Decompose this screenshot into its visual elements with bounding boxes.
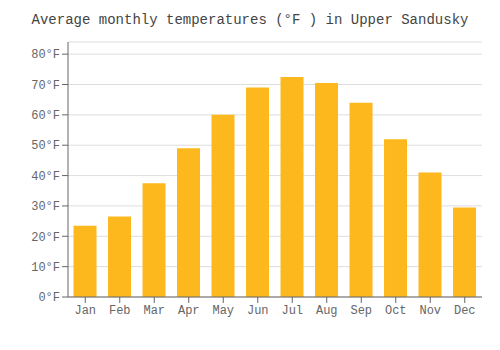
svg-text:50°F: 50°F [31,139,60,153]
svg-text:May: May [212,304,234,318]
svg-text:Aug: Aug [316,304,338,318]
svg-text:40°F: 40°F [31,170,60,184]
svg-text:Jun: Jun [247,304,269,318]
svg-text:Apr: Apr [178,304,200,318]
svg-text:0°F: 0°F [38,291,60,305]
svg-text:Mar: Mar [143,304,165,318]
svg-text:Dec: Dec [454,304,476,318]
svg-text:20°F: 20°F [31,231,60,245]
svg-text:Nov: Nov [419,304,441,318]
svg-text:80°F: 80°F [31,48,60,62]
svg-text:Sep: Sep [350,304,372,318]
svg-text:Jan: Jan [74,304,96,318]
svg-text:Jul: Jul [281,304,303,318]
svg-text:10°F: 10°F [31,261,60,275]
svg-text:Feb: Feb [109,304,131,318]
svg-text:60°F: 60°F [31,109,60,123]
html-text:Average monthly temperatures (: Average monthly temperatures (°F ) in Up… [31,12,469,28]
svg-text:Oct: Oct [385,304,407,318]
svg-text:70°F: 70°F [31,79,60,93]
svg-text:30°F: 30°F [31,200,60,214]
